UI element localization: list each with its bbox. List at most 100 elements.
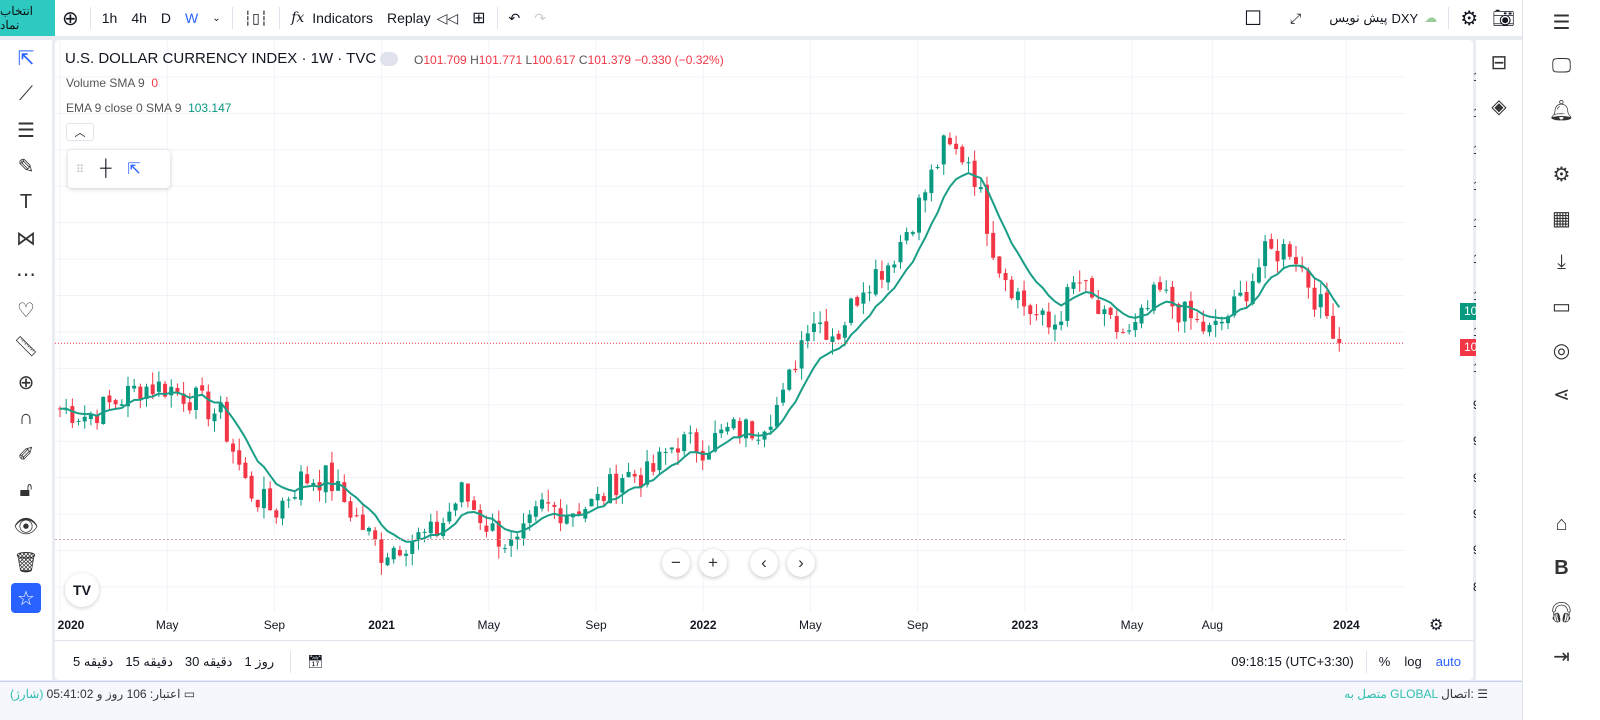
zoom-in-icon[interactable]: ⊕ — [17, 371, 35, 394]
download-icon[interactable]: ⤓ — [1557, 250, 1566, 273]
pattern-icon[interactable]: ⋈ — [16, 227, 36, 250]
candle — [490, 523, 495, 531]
interval-1h[interactable]: 1h — [101, 10, 118, 26]
text-icon[interactable]: T — [19, 190, 33, 213]
candle — [842, 325, 847, 338]
open-value: 101.709 — [423, 53, 467, 67]
zoom-in-button[interactable]: + — [699, 549, 727, 577]
gear-icon[interactable]: ⚙ — [1460, 7, 1479, 30]
square-icon[interactable]: ☐ — [1244, 7, 1262, 30]
range-1d[interactable]: 1 روز — [244, 653, 275, 669]
range-5m[interactable]: 5 دقیقه — [73, 653, 114, 669]
horizontal-lines-icon[interactable]: ☰ — [17, 119, 35, 142]
candle — [187, 402, 192, 411]
candle — [595, 493, 600, 501]
add-watchlist-icon[interactable]: ⊟ — [1490, 51, 1508, 74]
close-value: 101.379 — [587, 53, 631, 67]
ruler-icon[interactable]: 📏︎ — [13, 335, 39, 358]
chart-table-icon[interactable]: ▦ — [1552, 207, 1571, 230]
zoom-out-button[interactable]: − — [662, 549, 690, 577]
cursor-icon[interactable]: ⇱ — [17, 47, 35, 70]
range-30m[interactable]: 30 دقیقه — [184, 653, 233, 669]
candle — [818, 322, 823, 325]
candle — [391, 547, 396, 560]
chart-pane[interactable]: U.S. DOLLAR CURRENCY INDEX · 1W · TVC O1… — [55, 40, 1521, 680]
chevron-down-icon[interactable]: ⌄ — [212, 12, 221, 24]
pencil-lock-icon[interactable]: ✐ — [17, 443, 35, 466]
candle — [1028, 305, 1033, 315]
charge-link[interactable]: (شارژ) — [10, 687, 44, 701]
time-tick: 2022 — [689, 618, 717, 632]
candle — [960, 146, 965, 163]
star-icon[interactable]: ☆ — [0, 580, 52, 616]
candle — [935, 167, 940, 169]
trend-line-icon[interactable]: ⟋ — [19, 82, 33, 105]
drag-handle-icon[interactable]: ⠿ — [76, 163, 85, 176]
candle — [589, 498, 594, 507]
magnet-icon[interactable]: ∩ — [18, 406, 34, 429]
layers-icon[interactable]: ◈ — [1491, 95, 1507, 118]
logout-icon[interactable]: ⇥ — [1553, 645, 1570, 668]
auto-toggle[interactable]: auto — [1435, 654, 1461, 669]
scroll-right-button[interactable]: › — [787, 549, 815, 577]
b-icon[interactable]: B — [1554, 556, 1569, 579]
trash-icon[interactable]: 🗑︎ — [13, 551, 39, 574]
symbol-search-button[interactable]: انتخاب نماد — [0, 0, 55, 36]
share-icon[interactable]: ⋖ — [1553, 383, 1570, 406]
collapse-legend-button[interactable]: ︿ — [66, 123, 94, 141]
layout-icon[interactable]: ⊞ — [472, 10, 486, 27]
user-icon[interactable]: ◎ — [1552, 339, 1571, 362]
headset-icon[interactable]: 🎧︎ — [1548, 601, 1575, 624]
camera-icon[interactable]: 📷︎ — [1492, 7, 1515, 28]
ema-legend[interactable]: EMA 9 close 0 SMA 9 103.147 — [66, 101, 231, 115]
volume-legend[interactable]: Volume SMA 9 0 — [66, 76, 158, 90]
prediction-icon[interactable]: ⋯ — [16, 263, 36, 286]
goto-date-icon[interactable]: 📅︎ — [307, 653, 324, 669]
crosshair-icon[interactable]: ┼ — [100, 160, 112, 177]
replay-button[interactable]: Replay ◁◁ — [380, 0, 465, 36]
candle — [1015, 291, 1020, 301]
time-tick: May — [799, 618, 822, 632]
candle — [799, 340, 804, 369]
interval-d[interactable]: D — [160, 10, 172, 26]
candle — [218, 402, 223, 413]
collapse-icon[interactable] — [380, 52, 398, 66]
fullscreen-icon[interactable]: ⤢ — [1290, 9, 1302, 26]
axis-settings-icon[interactable]: ⚙ — [1429, 617, 1444, 634]
cursor-icon[interactable]: ⇱ — [127, 161, 141, 178]
layout-name[interactable]: پیش نویس DXY ☁ — [1322, 0, 1444, 36]
clock[interactable]: 09:18:15 (UTC+3:30) — [1231, 654, 1354, 669]
price-chart[interactable] — [55, 40, 1473, 615]
heart-icon[interactable]: ♡ — [17, 299, 35, 322]
tradingview-logo[interactable]: TV — [65, 573, 99, 607]
lock-icon[interactable]: 🔓︎ — [19, 478, 33, 501]
brush-icon[interactable]: ✎ — [17, 155, 35, 178]
interval-4h[interactable]: 4h — [131, 10, 147, 26]
ema-line — [59, 171, 1341, 543]
candle — [1052, 324, 1057, 330]
range-15m[interactable]: 15 دقیقه — [125, 653, 173, 669]
candle — [638, 475, 643, 488]
monitor-icon[interactable]: 🖵︎ — [1551, 54, 1572, 77]
bell-icon[interactable]: 🔔︎ — [1548, 99, 1575, 122]
gear-icon[interactable]: ⚙ — [1552, 163, 1571, 186]
redo-icon[interactable]: ↷ — [534, 9, 547, 26]
percent-toggle[interactable]: % — [1378, 654, 1391, 669]
log-toggle[interactable]: log — [1404, 654, 1422, 669]
menu-icon[interactable]: ☰ — [1552, 11, 1571, 34]
candle — [95, 414, 100, 424]
candle — [404, 553, 409, 556]
indicators-button[interactable]: fx Indicators — [284, 0, 380, 36]
candles-icon[interactable]: ┆▯┆ — [243, 9, 269, 26]
eye-icon[interactable]: 👁︎ — [13, 515, 39, 538]
scroll-left-button[interactable]: ‹ — [750, 549, 778, 577]
add-compare-icon[interactable]: ⊕ — [62, 7, 79, 30]
card-icon[interactable]: ▭ — [1552, 295, 1571, 318]
candle — [1108, 307, 1113, 315]
home-icon[interactable]: ⌂ — [1555, 512, 1568, 535]
candle — [743, 419, 748, 439]
undo-icon[interactable]: ↶ — [508, 9, 521, 26]
drawing-toolbar: ⇱ ⟋ ☰ ✎ T ⋈ ⋯ ♡ 📏︎ ⊕ ∩ ✐ 🔓︎ 👁︎ 🗑︎ ☆ — [0, 40, 52, 680]
candle — [1114, 316, 1119, 333]
interval-w[interactable]: W — [185, 10, 199, 26]
